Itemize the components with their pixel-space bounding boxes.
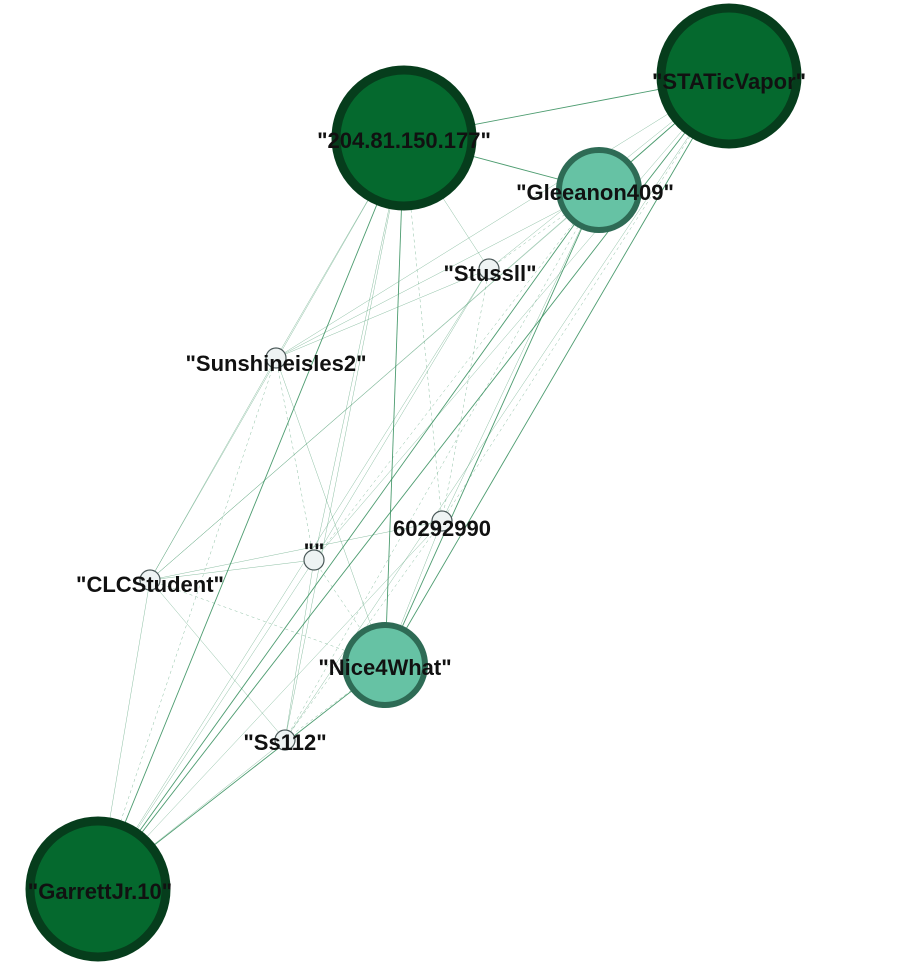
node-label-static: "STATicVapor" — [652, 69, 806, 94]
node-ip204[interactable] — [331, 65, 477, 211]
node-label-gleeanon: "Gleeanon409" — [516, 180, 674, 205]
edge-ip204-n6029 — [403, 137, 443, 522]
node-label-n6029: 60292990 — [393, 516, 491, 541]
edge-gleeanon-nice — [384, 189, 600, 666]
node-empty[interactable] — [303, 549, 325, 571]
node-garrett[interactable] — [25, 816, 171, 962]
node-label-ss112: "Ss112" — [243, 730, 326, 755]
edge-static-n6029 — [441, 75, 730, 522]
edge-ip204-nice — [384, 137, 405, 666]
edge-stussll-garrett — [97, 268, 490, 890]
edge-n6029-clc — [149, 520, 443, 581]
node-static[interactable] — [656, 3, 802, 149]
label-layer: "204.81.150.177" "STATicVapor" "Gleeanon40… — [28, 69, 806, 904]
edge-stussll-empty — [313, 268, 490, 561]
edge-ip204-garrett — [97, 137, 405, 890]
node-label-stussll: "Stussll" — [444, 261, 537, 286]
node-gleeanon[interactable] — [556, 147, 642, 233]
edge-n6029-garrett — [97, 520, 443, 890]
edge-clc-ss112 — [149, 579, 286, 741]
edge-sunshine-clc — [149, 357, 277, 581]
edge-empty-ss112 — [284, 559, 315, 741]
edge-gleeanon-sunshine — [275, 189, 600, 359]
node-label-sunshine: "Sunshineisles2" — [185, 351, 366, 376]
edge-ip204-ss112 — [284, 137, 405, 741]
edge-gleeanon-clc — [149, 189, 600, 581]
edge-gleeanon-n6029 — [441, 189, 600, 522]
node-label-nice: "Nice4What" — [318, 655, 451, 680]
edge-static-ss112 — [284, 75, 730, 741]
edge-empty-clc — [149, 559, 315, 581]
node-label-ip204: "204.81.150.177" — [317, 128, 491, 153]
edge-static-nice — [384, 75, 730, 666]
node-clc[interactable] — [139, 569, 161, 591]
node-layer — [25, 3, 802, 962]
node-nice[interactable] — [342, 622, 428, 708]
edge-gleeanon-garrett — [97, 189, 600, 890]
edge-sunshine-nice — [275, 357, 386, 666]
node-stussll[interactable] — [478, 258, 500, 280]
node-ss112[interactable] — [274, 729, 296, 751]
edge-sunshine-empty — [275, 357, 315, 561]
node-label-empty: "" — [304, 539, 325, 564]
edge-static-sunshine — [275, 75, 730, 359]
edge-stussll-sunshine — [275, 268, 490, 359]
node-label-clc: "CLCStudent" — [76, 572, 224, 597]
edge-stussll-n6029 — [441, 268, 490, 522]
node-n6029[interactable] — [431, 510, 453, 532]
edge-gleeanon-stussll — [488, 189, 600, 270]
node-label-garrett: "GarrettJr.10" — [28, 879, 172, 904]
node-sunshine[interactable] — [265, 347, 287, 369]
edge-static-empty — [313, 75, 730, 561]
